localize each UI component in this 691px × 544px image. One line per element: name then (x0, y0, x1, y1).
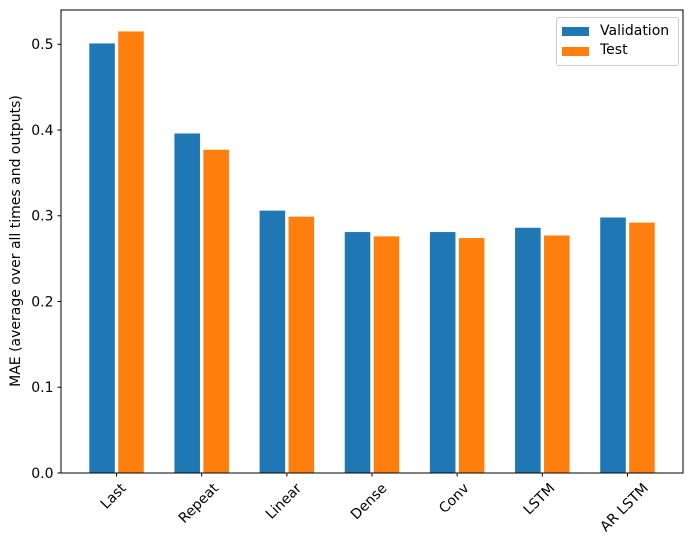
legend-item-test: Test (562, 42, 669, 59)
x-tick-label-last: Last (98, 480, 130, 512)
bar-validation-conv (429, 232, 456, 473)
y-axis-label: MAE (average over all times and outputs) (8, 95, 24, 387)
legend-label-test: Test (600, 42, 628, 59)
plot-border (60, 9, 684, 474)
x-tick-label-ar-lstm: AR LSTM (597, 481, 652, 536)
bar-validation-linear (259, 210, 286, 473)
bar-test-repeat (203, 149, 229, 473)
bar-validation-lstm (515, 227, 541, 473)
legend-item-validation: Validation (562, 23, 670, 39)
y-tick-label: 0.1 (31, 380, 53, 396)
legend-swatch-validation (562, 27, 589, 37)
x-tick-label-conv: Conv (436, 480, 472, 516)
x-tick-label-linear: Linear (263, 480, 305, 522)
legend: Validation Test (556, 17, 680, 66)
bar-test-linear (288, 216, 315, 473)
x-tick-label-dense: Dense (348, 480, 391, 523)
bar-test-dense (373, 236, 400, 473)
y-tick-label: 0.3 (31, 209, 53, 225)
bar-test-last (118, 31, 144, 473)
bar-validation-repeat (174, 133, 200, 473)
bar-test-lstm (544, 235, 570, 473)
bar-validation-ar-lstm (600, 217, 626, 473)
x-tick-label-repeat: Repeat (176, 480, 223, 527)
legend-label-validation: Validation (600, 23, 670, 39)
bar-validation-last (89, 43, 115, 473)
bar-test-ar-lstm (629, 222, 655, 473)
y-tick-label: 0.0 (31, 466, 53, 482)
y-tick-label: 0.2 (31, 294, 53, 310)
y-tick-label: 0.5 (31, 37, 53, 53)
x-tick-label-lstm: LSTM (521, 481, 559, 519)
bar-test-conv (458, 238, 485, 473)
legend-swatch-test (562, 46, 589, 56)
bar-validation-dense (344, 232, 371, 473)
y-tick-label: 0.4 (31, 123, 53, 139)
